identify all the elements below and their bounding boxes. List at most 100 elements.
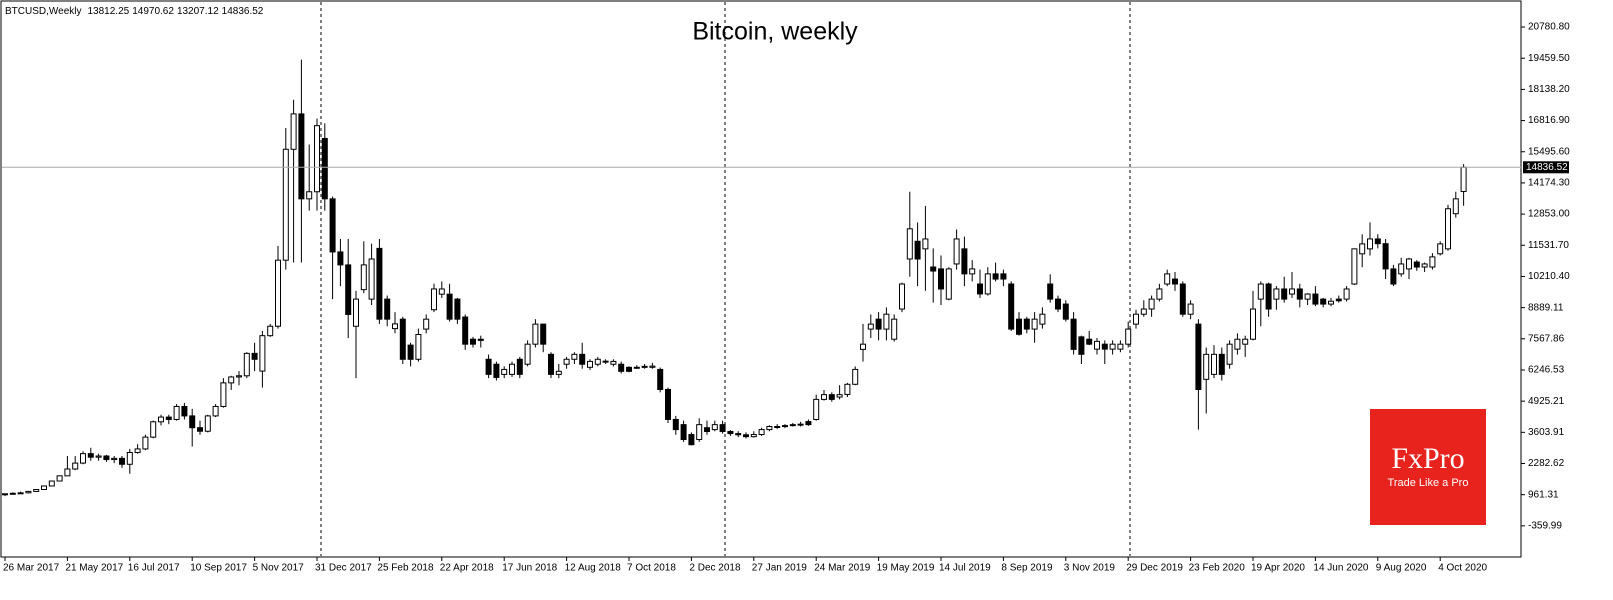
- candle-body: [774, 426, 781, 429]
- candle-body: [571, 353, 578, 360]
- candle-body: [555, 370, 562, 375]
- candle-body: [25, 490, 32, 494]
- candle-body: [1203, 353, 1210, 380]
- candle-body: [259, 335, 266, 372]
- candle-body: [750, 434, 757, 438]
- candle-body: [1452, 198, 1459, 215]
- candle-body: [150, 421, 157, 438]
- candle-body: [48, 480, 55, 487]
- candle-body: [704, 427, 710, 432]
- candle-body: [1335, 298, 1342, 302]
- candle-body: [899, 283, 905, 310]
- y-tick-label: 3603.91: [1528, 427, 1565, 438]
- candle-body: [1234, 338, 1241, 350]
- candle-body: [789, 424, 796, 427]
- candle-body: [649, 365, 656, 368]
- candle-body: [431, 288, 437, 311]
- candle-body: [1187, 303, 1194, 315]
- candle-body: [813, 398, 820, 420]
- candle-body: [602, 360, 609, 363]
- candle-body: [1382, 243, 1389, 270]
- candle-body: [1406, 258, 1412, 270]
- candle-body: [860, 343, 866, 350]
- candle-body: [142, 436, 149, 450]
- candle-body: [1125, 328, 1132, 345]
- candle-body: [470, 338, 476, 345]
- candle-body: [1101, 343, 1108, 350]
- candle-body: [821, 394, 827, 400]
- candle-body: [1445, 208, 1451, 250]
- x-tick-label: 2 Dec 2018: [689, 563, 741, 574]
- candle-body: [384, 298, 391, 320]
- candle-body: [251, 352, 258, 360]
- candle-body: [165, 416, 172, 420]
- x-tick-label: 3 Nov 2019: [1064, 563, 1116, 574]
- candle-body: [1359, 243, 1366, 255]
- header-close: 14836.52: [222, 6, 264, 17]
- candle-body: [1421, 263, 1428, 268]
- candle-body: [1367, 238, 1373, 250]
- candle-body: [1031, 318, 1038, 330]
- candle-body: [1070, 318, 1077, 350]
- candle-body: [314, 125, 320, 193]
- candle-body: [415, 334, 422, 360]
- candle-body: [111, 457, 118, 461]
- y-tick-label: 7567.86: [1528, 333, 1565, 344]
- y-tick-label: 16816.90: [1528, 115, 1570, 126]
- candle-body: [438, 288, 445, 295]
- candle-body: [1218, 353, 1225, 375]
- header: BTCUSD,Weekly 13812.25 14970.62 13207.12 148…: [5, 6, 264, 17]
- candle-body: [883, 313, 890, 330]
- candle-body: [836, 394, 843, 398]
- candle-body: [1273, 288, 1280, 300]
- candle-body: [173, 405, 180, 420]
- candle-body: [1140, 308, 1147, 315]
- candle-body: [626, 366, 632, 372]
- candle-body: [1086, 338, 1093, 345]
- y-tick-label: 6246.53: [1528, 365, 1565, 376]
- x-tick-label: 5 Nov 2017: [253, 563, 305, 574]
- candle-body: [407, 344, 414, 360]
- y-tick-label: -359.99: [1528, 520, 1562, 531]
- x-tick-label: 7 Oct 2018: [627, 563, 676, 574]
- candle-body: [197, 427, 203, 432]
- candle-body: [961, 248, 968, 275]
- candle-body: [563, 358, 570, 365]
- bid-label: 14836.52: [1526, 162, 1568, 173]
- candle-body: [423, 318, 430, 330]
- candle-body: [33, 489, 40, 492]
- x-tick-label: 26 Mar 2017: [3, 563, 60, 574]
- x-tick-label: 12 Aug 2018: [565, 563, 622, 574]
- candle-body: [204, 415, 211, 432]
- candle-body: [509, 363, 515, 375]
- header-low: 13207.12: [177, 6, 219, 17]
- candle-body: [1304, 293, 1311, 300]
- candle-body: [454, 298, 461, 320]
- x-tick-label: 10 Sep 2017: [190, 563, 247, 574]
- candle-body: [766, 426, 773, 431]
- candle-body: [119, 457, 125, 465]
- candle-body: [641, 365, 648, 368]
- y-tick-label: 14174.30: [1528, 178, 1570, 189]
- candle-body: [1211, 353, 1217, 375]
- candle-body: [1047, 283, 1054, 300]
- candle-body: [891, 318, 898, 340]
- candle-body: [930, 266, 937, 272]
- candle-body: [922, 238, 929, 250]
- x-tick-label: 21 May 2017: [65, 563, 123, 574]
- candle-body: [1429, 256, 1436, 268]
- candle-body: [353, 298, 359, 327]
- candle-body: [1023, 318, 1030, 330]
- candle-body: [945, 268, 952, 300]
- candle-body: [953, 238, 960, 265]
- candle-body: [579, 353, 586, 365]
- candle-body: [1257, 283, 1264, 300]
- candle-body: [797, 423, 804, 426]
- candle-body: [1437, 243, 1444, 255]
- candle-body: [72, 462, 79, 470]
- candle-body: [1016, 318, 1022, 335]
- candle-body: [1008, 283, 1015, 330]
- candle-body: [727, 430, 734, 435]
- x-tick-label: 29 Dec 2019: [1126, 563, 1183, 574]
- x-tick-label: 14 Jun 2020: [1313, 563, 1368, 574]
